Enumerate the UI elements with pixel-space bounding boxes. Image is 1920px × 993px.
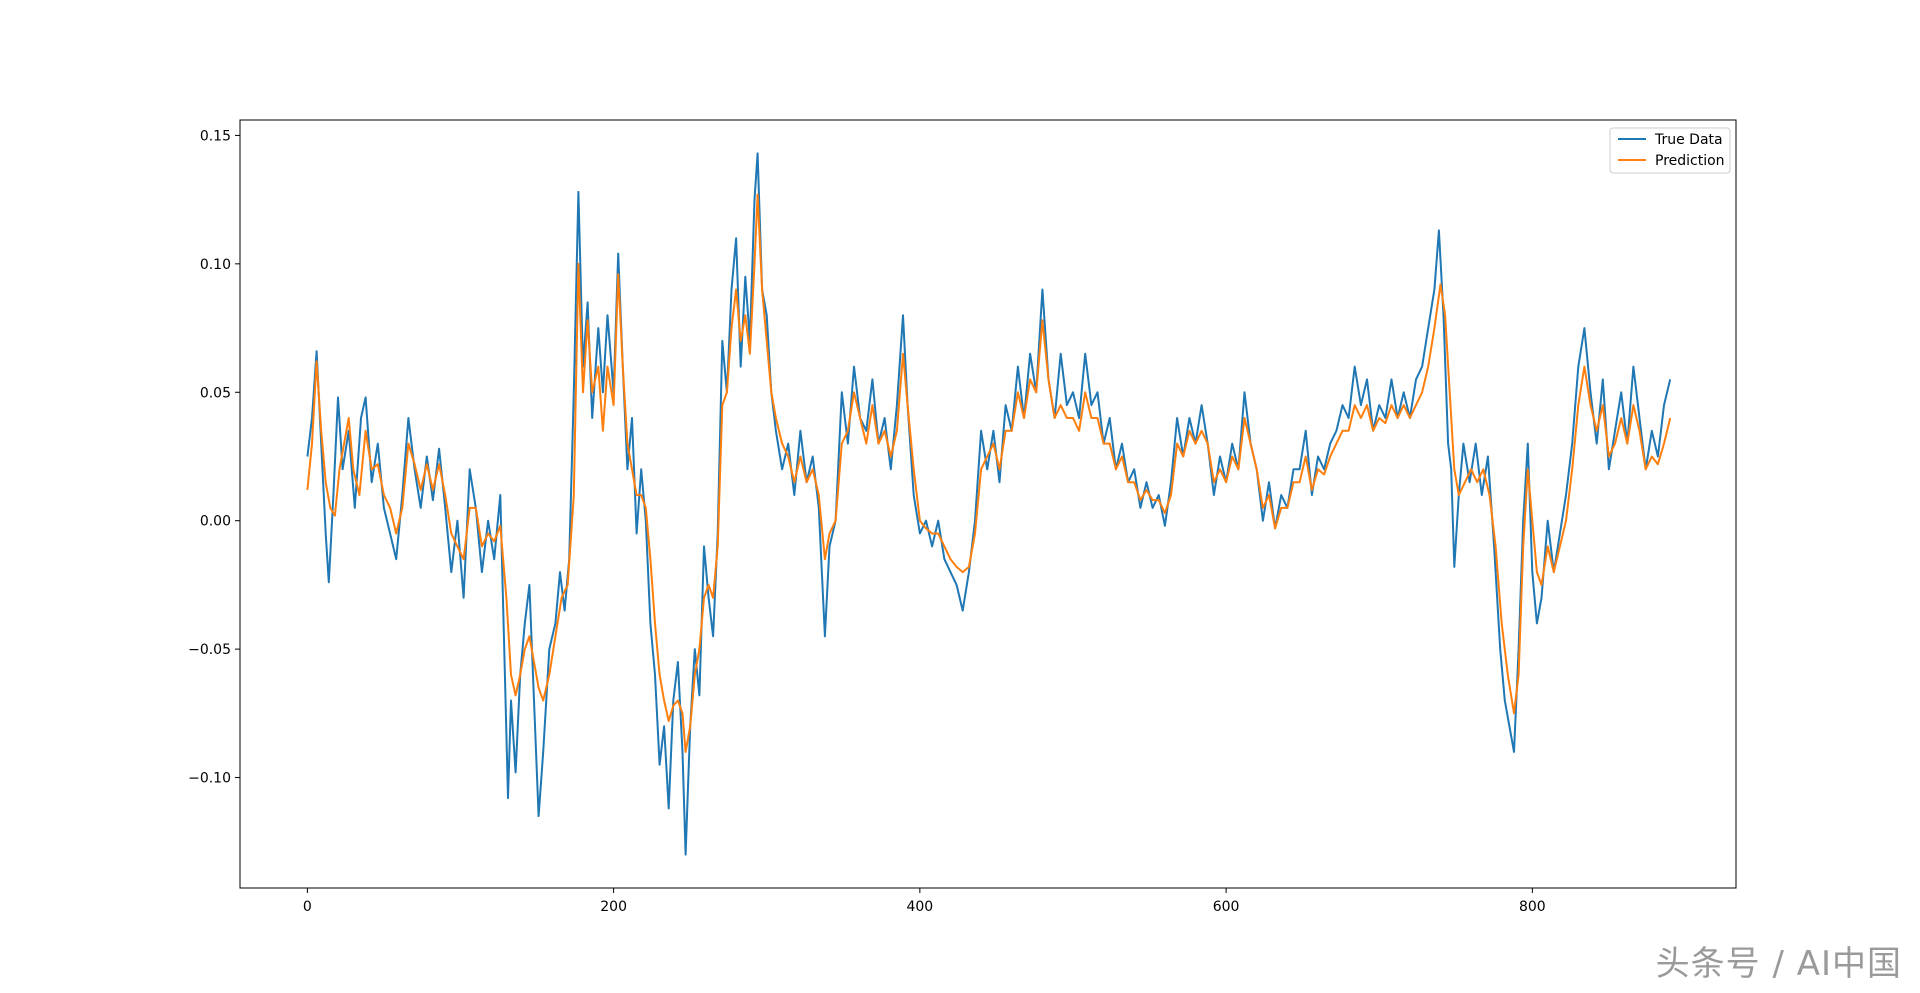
y-tick-label: −0.10	[188, 771, 231, 787]
series-line-prediction	[306, 193, 1672, 753]
x-tick-label: 800	[1519, 899, 1546, 915]
x-axis: 0 200 400 600 800	[303, 888, 1546, 915]
y-tick-label: 0.00	[200, 514, 231, 530]
legend-label-prediction: Prediction	[1655, 153, 1725, 169]
y-axis: −0.10 −0.05 0.00 0.05 0.10 0.15	[188, 128, 240, 787]
x-tick-label: 0	[303, 899, 312, 915]
series-line-true-data	[306, 152, 1672, 856]
x-tick-label: 600	[1213, 899, 1240, 915]
plot-frame	[239, 119, 1737, 889]
y-tick-label: −0.05	[188, 642, 231, 658]
y-tick-label: 0.10	[200, 257, 231, 273]
x-tick-label: 200	[600, 899, 627, 915]
series-layer	[306, 152, 1672, 856]
legend: True Data Prediction	[1609, 127, 1731, 174]
y-tick-label: 0.15	[200, 128, 231, 144]
x-tick-label: 400	[906, 899, 933, 915]
legend-label-true-data: True Data	[1654, 132, 1723, 148]
watermark: 头条号 / AI中国	[1655, 944, 1902, 984]
y-tick-label: 0.05	[200, 385, 231, 401]
